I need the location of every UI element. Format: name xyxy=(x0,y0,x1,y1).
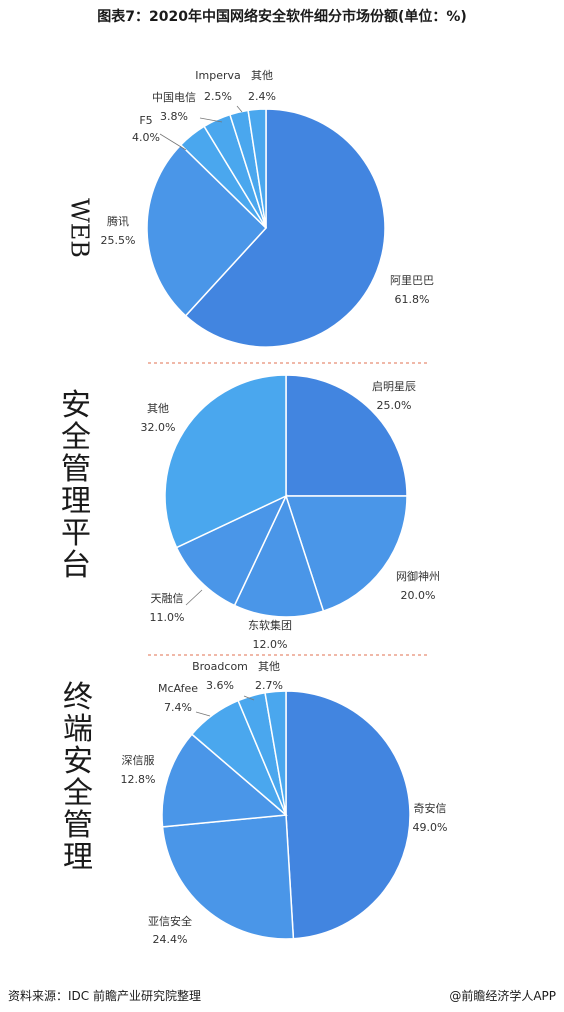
slice-value-label: 11.0% xyxy=(150,611,185,624)
pie-slice xyxy=(161,814,295,940)
pie-slice xyxy=(264,690,287,816)
slice-value-label: 2.4% xyxy=(248,90,276,103)
slice-value-label: 12.8% xyxy=(121,773,156,786)
pie-slice xyxy=(284,495,408,613)
slice-value-label: 24.4% xyxy=(153,933,188,946)
slice-value-label: 3.8% xyxy=(160,110,188,123)
slice-name-label: 其他 xyxy=(147,402,169,415)
slice-value-label: 61.8% xyxy=(395,293,430,306)
leader-line xyxy=(236,105,243,113)
slice-name-label: Broadcom xyxy=(192,660,248,673)
slice-value-label: 2.5% xyxy=(204,90,232,103)
pie-chart-2: 启明星辰 25.0% 网御神州 20.0% 东软集团 12.0% 天融信 11.0% 其他 32.… xyxy=(141,374,440,651)
leader-line xyxy=(159,133,187,151)
pie-slice xyxy=(233,493,325,618)
slice-value-label: 25.0% xyxy=(377,399,412,412)
section-title: WEB xyxy=(66,198,94,258)
slice-name-label: 腾讯 xyxy=(107,214,129,228)
slice-value-label: 7.4% xyxy=(164,701,192,714)
pie-slice xyxy=(285,374,408,497)
credit-note: @前瞻经济学人APP xyxy=(449,989,556,1003)
slice-value-label: 25.5% xyxy=(101,234,136,247)
slice-name-label: McAfee xyxy=(158,682,198,695)
pie-chart-1: 阿里巴巴 61.8% 腾讯 25.5% F5 4.0% 中国电信 3.8% Imperva 2.5… xyxy=(101,69,434,348)
leader-line xyxy=(185,589,203,606)
pie-slice xyxy=(175,494,288,607)
slice-name-label: 阿里巴巴 xyxy=(390,274,434,287)
slice-value-label: 20.0% xyxy=(401,589,436,602)
slice-value-label: 3.6% xyxy=(206,679,234,692)
slice-value-label: 4.0% xyxy=(132,131,160,144)
section-title: 终端安全管理 xyxy=(63,680,93,875)
pie-slice xyxy=(247,108,267,229)
slice-value-label: 49.0% xyxy=(413,821,448,834)
leader-line xyxy=(195,711,211,717)
pie-slice xyxy=(146,143,268,317)
pie-slice xyxy=(184,108,386,348)
source-note: 资料来源：IDC 前瞻产业研究院整理 xyxy=(8,989,201,1003)
slice-name-label: 东软集团 xyxy=(248,618,292,632)
slice-name-label: 网御神州 xyxy=(396,569,440,583)
slice-name-label: 其他 xyxy=(251,69,273,82)
pie-slice xyxy=(161,733,288,828)
slice-name-label: 深信服 xyxy=(122,754,155,767)
slice-name-label: F5 xyxy=(139,114,152,127)
slice-name-label: 中国电信 xyxy=(152,91,196,104)
slice-name-label: Imperva xyxy=(195,69,240,82)
slice-value-label: 12.0% xyxy=(253,638,288,651)
pie-slice xyxy=(285,690,411,940)
slice-name-label: 亚信安全 xyxy=(148,914,192,928)
pie-chart-3: 奇安信 49.0% 亚信安全 24.4% 深信服 12.8% McAfee 7.4% Broad… xyxy=(121,660,448,946)
slice-value-label: 2.7% xyxy=(255,679,283,692)
slice-name-label: 启明星辰 xyxy=(372,380,416,393)
leader-line xyxy=(243,695,255,701)
section-title: 安全管理平台 xyxy=(61,388,91,583)
chart-title: 图表7：2020年中国网络安全软件细分市场份额(单位：%) xyxy=(97,9,467,25)
slice-name-label: 天融信 xyxy=(151,592,184,605)
leader-line xyxy=(199,117,223,123)
slice-value-label: 32.0% xyxy=(141,421,176,434)
slice-name-label: 奇安信 xyxy=(414,801,447,815)
slice-name-label: 其他 xyxy=(258,660,280,673)
pie-slice xyxy=(164,374,287,549)
